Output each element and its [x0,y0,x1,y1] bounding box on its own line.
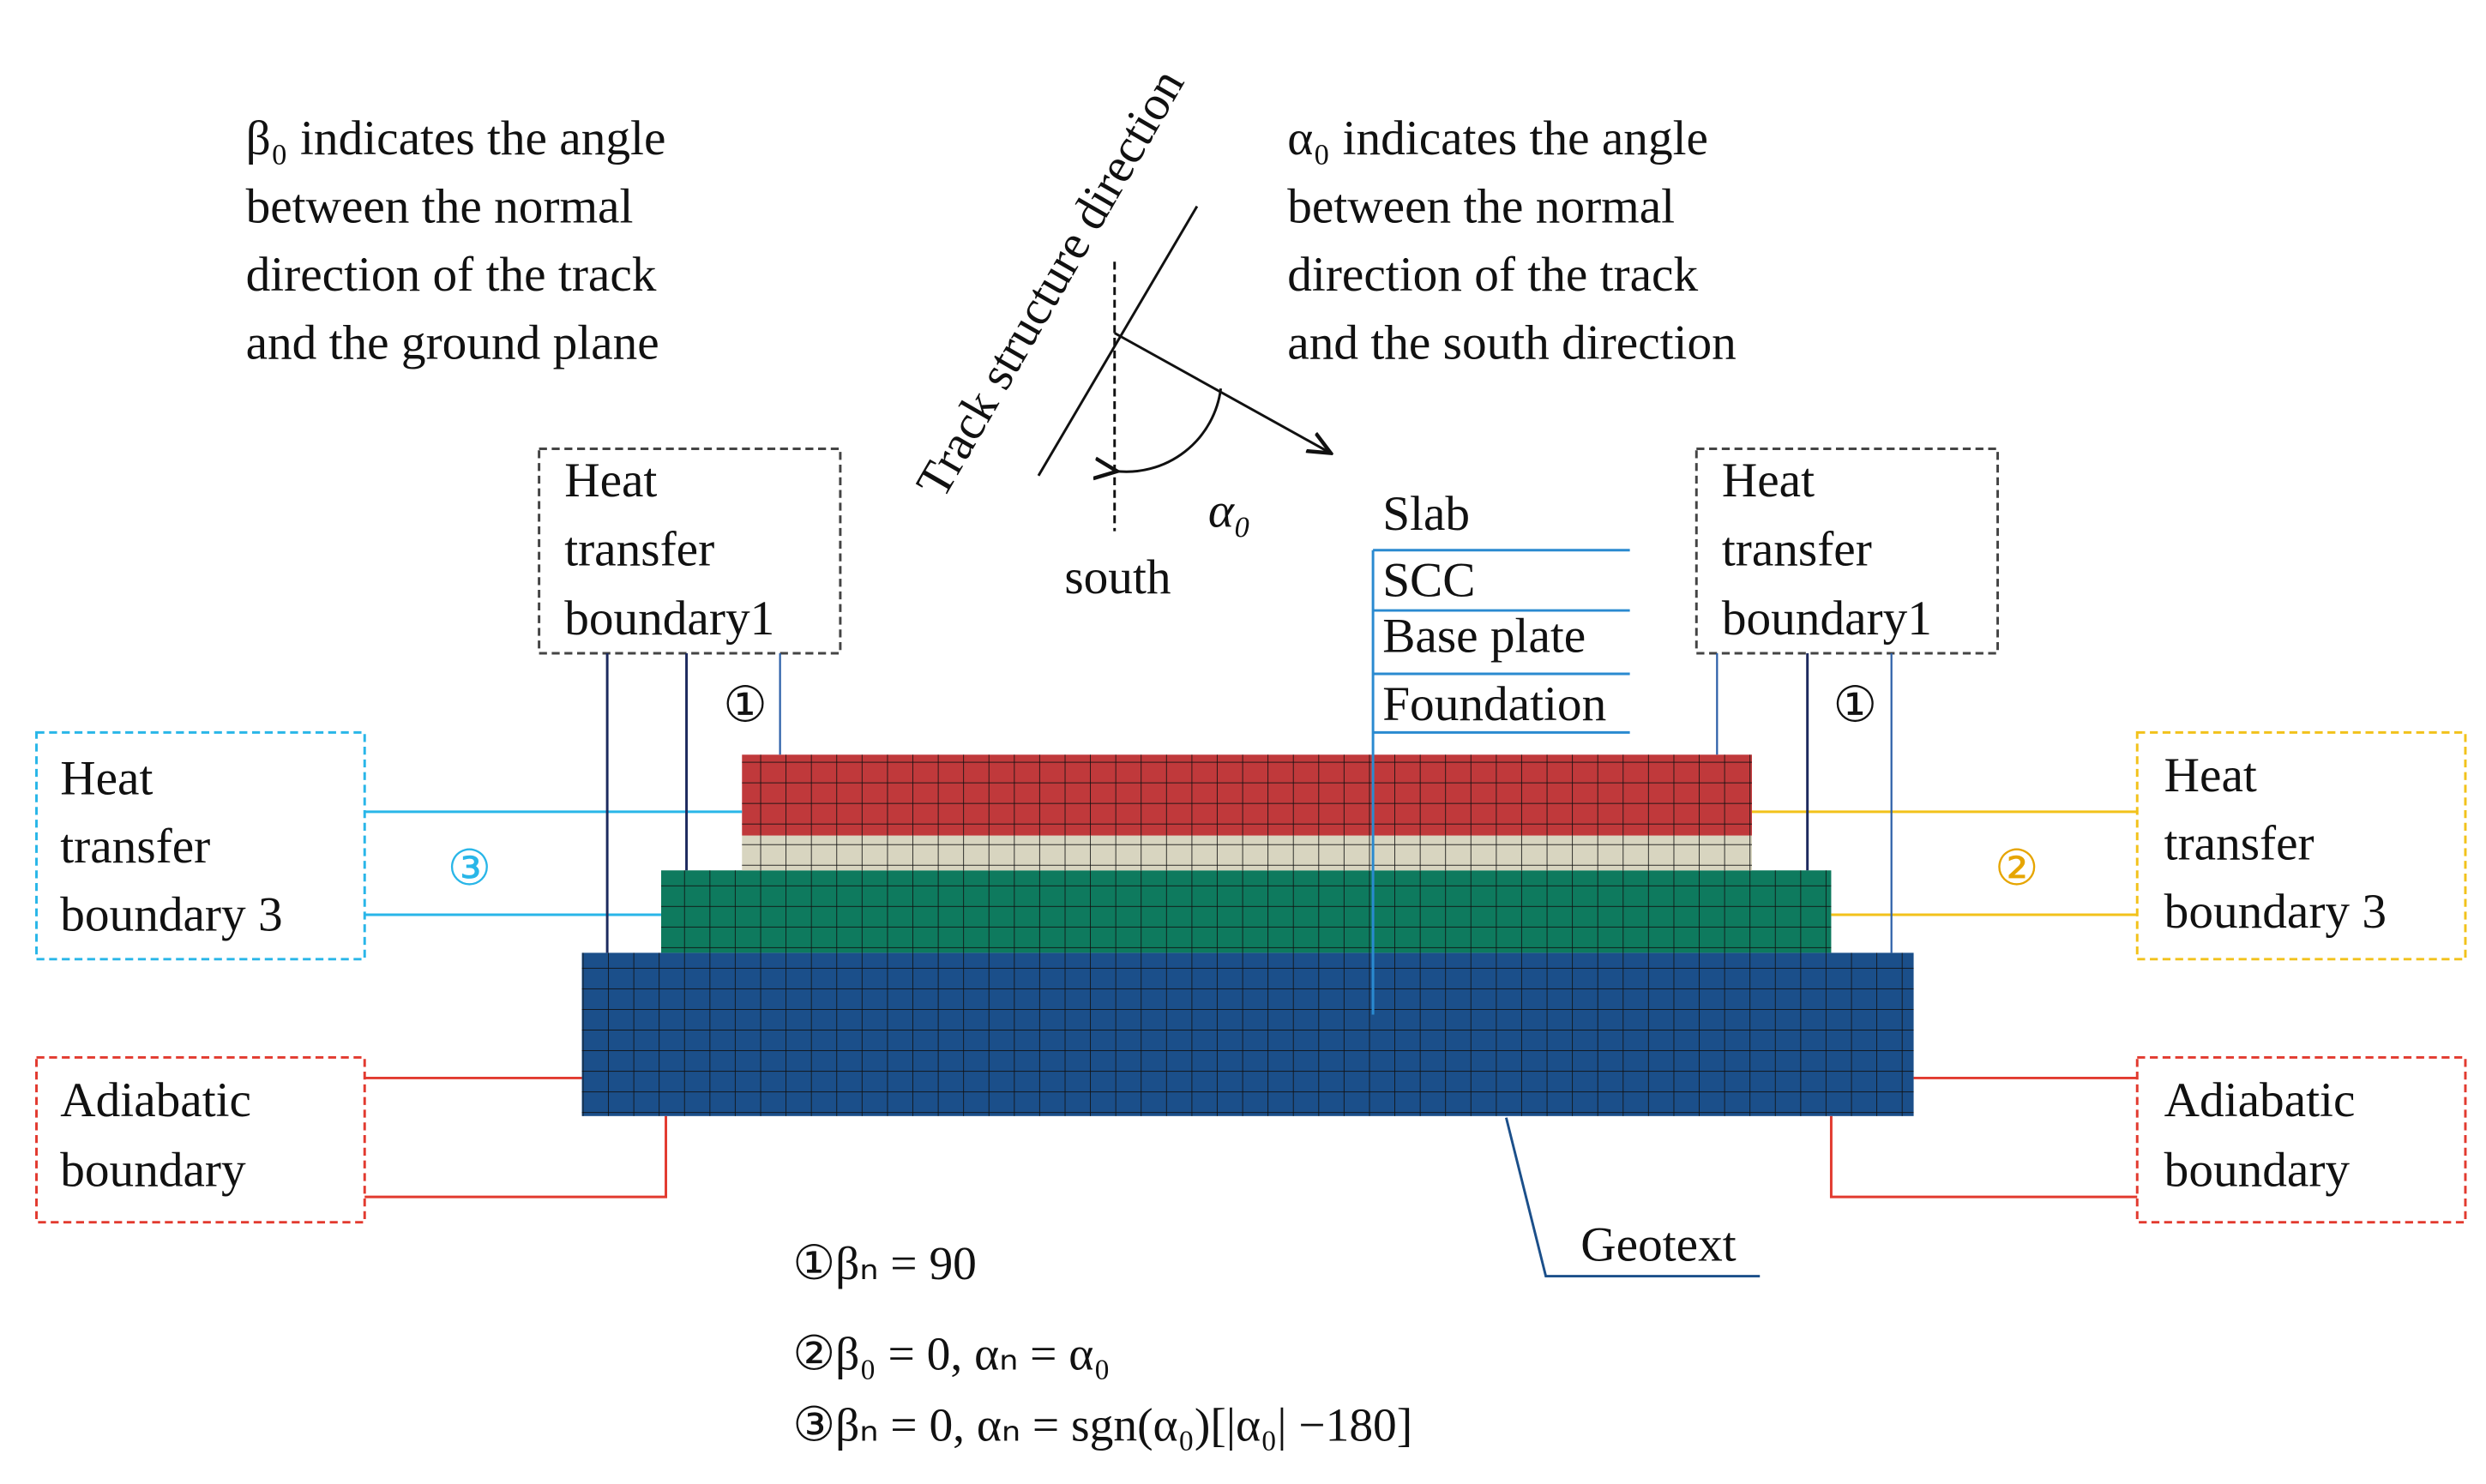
boundary-label: boundary1 [1722,592,1932,646]
note-line: direction of the track [1287,248,1698,302]
mesh [581,754,1914,1116]
boundary-label: boundary [2164,1143,2351,1197]
boxes [35,447,2467,1224]
layer-label: Slab [1382,487,1470,541]
boundary-label: boundary 3 [2164,885,2387,939]
boundary-label: boundary 3 [60,888,282,942]
boundary-label: transfer [564,523,714,577]
marker: ③ [448,842,491,896]
boundary-label: Heat [60,752,153,806]
boundary-label: Adiabatic [2164,1073,2356,1127]
angle-label: α₀ [1208,484,1251,538]
boundary-label: Heat [2164,748,2257,802]
boundary-label: Heat [1722,454,1815,508]
south-label: south [1064,550,1171,604]
formula: ①βₙ = 90 [792,1237,976,1289]
note-line: and the ground plane [246,315,659,369]
marker: ① [1833,679,1876,733]
layer-label: Base plate [1382,609,1586,663]
note-line: and the south direction [1287,315,1737,369]
compass [1037,205,1328,532]
formula: ③βₙ = 0, αₙ = sgn(α₀)[|α₀| −180] [792,1399,1412,1451]
note-line: between the normal [246,179,634,233]
note-line: direction of the track [246,248,657,302]
leaders [364,549,2138,1278]
boundary-label: boundary [60,1143,246,1197]
boundary-label: transfer [1722,523,1872,577]
note-line: α₀ indicates the angle [1287,111,1708,165]
marker: ① [723,679,767,733]
layer-label: Foundation [1382,677,1606,731]
boundary-label: boundary1 [564,592,774,646]
geotext-label: Geotext [1580,1217,1736,1271]
boundary-label: Heat [564,454,657,508]
note-line: between the normal [1287,179,1675,233]
boundary-label: transfer [60,820,210,874]
marker: ② [1995,842,2038,896]
note-line: β₀ indicates the angle [246,111,666,165]
layer-label: SCC [1382,554,1475,608]
boundary-label: Adiabatic [60,1073,251,1127]
formula: ②β₀ = 0, αₙ = α₀ [792,1327,1110,1379]
boundary-label: transfer [2164,817,2314,871]
